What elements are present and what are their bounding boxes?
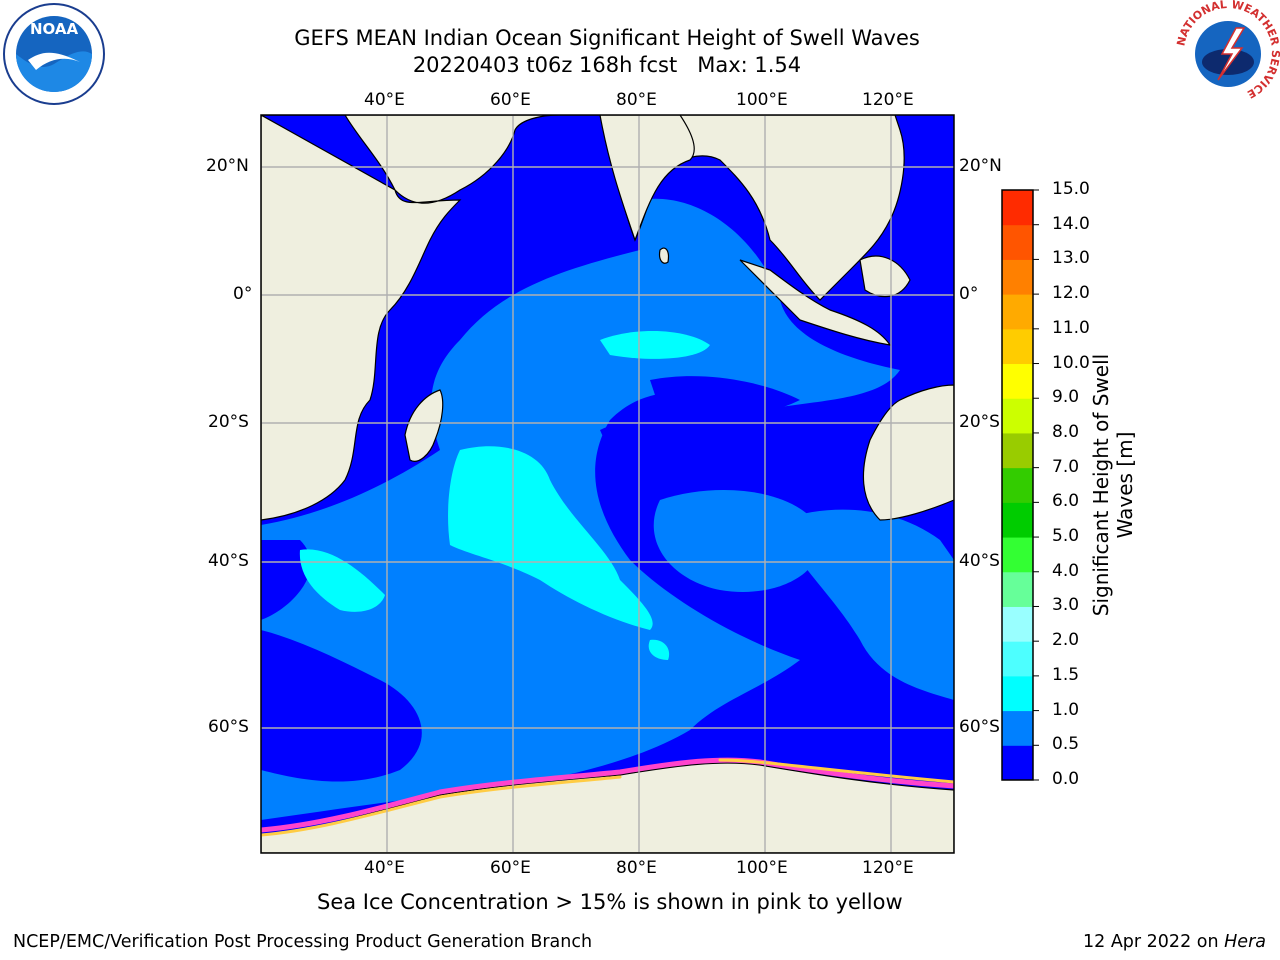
map-subtitle: 20220403 t06z 168h fcst Max: 1.54 xyxy=(412,53,802,77)
lat-label-right-20n: 20°N xyxy=(959,156,1002,176)
lon-label-bottom-100e: 100°E xyxy=(736,858,788,878)
sea-ice-note: Sea Ice Concentration > 15% is shown in … xyxy=(317,890,903,914)
colorbar xyxy=(1001,189,1039,781)
colorbar-tick-label: 11.0 xyxy=(1052,317,1090,338)
colorbar-title-line1: Significant Height of Swell xyxy=(1089,353,1113,617)
colorbar-swatch xyxy=(1002,675,1033,712)
lon-label-bottom-60e: 60°E xyxy=(490,858,531,878)
lon-label-top-120e: 120°E xyxy=(862,90,914,110)
lat-label-left-0: 0° xyxy=(233,284,253,304)
lat-label-left-60s: 60°S xyxy=(208,717,249,737)
colorbar-swatch xyxy=(1002,571,1033,607)
colorbar-swatch xyxy=(1002,502,1033,538)
colorbar-frame xyxy=(1001,189,1034,781)
lat-label-right-60s: 60°S xyxy=(959,717,1000,737)
colorbar-tick-label: 7.0 xyxy=(1052,456,1080,477)
graticule xyxy=(261,115,954,853)
lat-label-left-20s: 20°S xyxy=(208,412,249,432)
colorbar-tick-label: 1.5 xyxy=(1052,664,1080,685)
map-title: GEFS MEAN Indian Ocean Significant Heigh… xyxy=(294,26,920,50)
colorbar-tick-label: 6.0 xyxy=(1052,491,1080,512)
colorbar-swatch xyxy=(1002,328,1033,365)
colorbar-swatch xyxy=(1002,745,1033,781)
colorbar-swatch xyxy=(1002,294,1033,330)
colorbar-swatch xyxy=(1002,537,1033,573)
colorbar-tick-label: 14.0 xyxy=(1052,213,1090,234)
colorbar-tick-label: 12.0 xyxy=(1052,283,1090,304)
colorbar-title-line2: Waves [m] xyxy=(1113,431,1137,539)
colorbar-swatch xyxy=(1002,432,1033,469)
sea-ice-fringe xyxy=(261,757,954,837)
lat-label-left-40s: 40°S xyxy=(208,551,249,571)
colorbar-swatches xyxy=(1002,190,1033,781)
land-masses xyxy=(261,115,954,853)
swell-0-0.5-region xyxy=(261,376,800,782)
colorbar-ticks xyxy=(1033,189,1039,781)
swell-0.5-1.0-region xyxy=(261,198,954,821)
colorbar-tick-label: 4.0 xyxy=(1052,560,1080,581)
colorbar-tick-label: 5.0 xyxy=(1052,526,1080,547)
noaa-logo-text: NOAA xyxy=(30,20,79,38)
colorbar-swatch xyxy=(1002,467,1033,503)
map-frame xyxy=(260,114,955,854)
colorbar-tick-label: 0.0 xyxy=(1052,769,1080,789)
swell-1.0-1.5-region xyxy=(299,330,710,660)
footer-date-text: 12 Apr 2022 on xyxy=(1083,932,1225,952)
lon-label-top-80e: 80°E xyxy=(616,90,657,110)
colorbar-tick-label: 10.0 xyxy=(1052,352,1090,373)
colorbar-swatch xyxy=(1002,363,1033,399)
lat-label-right-20s: 20°S xyxy=(959,412,1000,432)
colorbar-tick-label: 9.0 xyxy=(1052,387,1080,408)
lat-label-left-20n: 20°N xyxy=(206,156,249,176)
lon-label-bottom-80e: 80°E xyxy=(616,858,657,878)
colorbar-swatch xyxy=(1002,398,1033,434)
colorbar-tick-label: 3.0 xyxy=(1052,595,1080,616)
footer-date: 12 Apr 2022 on Hera xyxy=(1083,932,1266,952)
colorbar-swatch xyxy=(1002,190,1033,226)
lon-label-bottom-120e: 120°E xyxy=(862,858,914,878)
footer-host: Hera xyxy=(1224,932,1266,952)
colorbar-tick-label: 13.0 xyxy=(1052,248,1090,269)
lat-label-right-0: 0° xyxy=(959,284,979,304)
footer-credit: NCEP/EMC/Verification Post Processing Pr… xyxy=(13,932,593,952)
colorbar-swatch xyxy=(1002,259,1033,295)
colorbar-swatch xyxy=(1002,710,1033,746)
colorbar-swatch xyxy=(1002,641,1033,677)
colorbar-tick-label: 0.5 xyxy=(1052,734,1080,755)
lon-label-top-40e: 40°E xyxy=(364,90,405,110)
lon-label-bottom-40e: 40°E xyxy=(364,858,405,878)
lat-label-right-40s: 40°S xyxy=(959,551,1000,571)
colorbar-tick-label: 8.0 xyxy=(1052,421,1080,442)
colorbar-swatch xyxy=(1002,224,1033,260)
colorbar-tick-label: 2.0 xyxy=(1052,630,1080,651)
colorbar-tick-label: 1.0 xyxy=(1052,699,1080,720)
noaa-logo: NOAA xyxy=(3,3,105,105)
lon-label-top-60e: 60°E xyxy=(490,90,531,110)
colorbar-swatch xyxy=(1002,606,1033,642)
colorbar-tick-label: 15.0 xyxy=(1052,179,1090,199)
lon-label-top-100e: 100°E xyxy=(736,90,788,110)
